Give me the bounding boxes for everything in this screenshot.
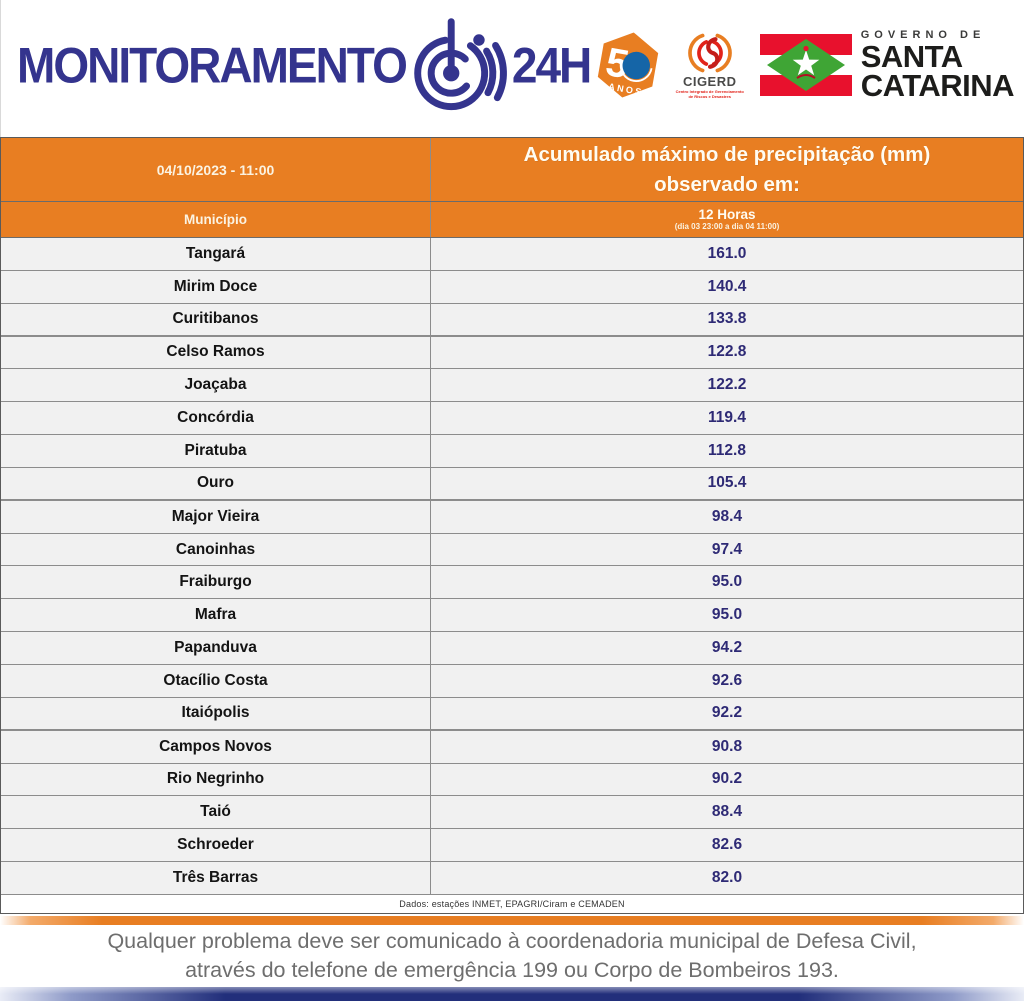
value-cell: 90.2 <box>711 770 743 788</box>
value-cell: 95.0 <box>711 573 743 591</box>
municipality-cell: Fraiburgo <box>1 566 431 599</box>
period-detail: (dia 03 23:00 a dia 04 11:00) <box>674 222 780 232</box>
municipality-cell: Mirim Doce <box>1 270 431 303</box>
municipality-cell: Tangará <box>1 238 431 270</box>
footer-line-2: através do telefone de emergência 199 ou… <box>185 957 839 982</box>
logo-strip: MONITORAMENTO 24H 5 <box>0 0 1024 137</box>
municipality-cell: Ouro <box>1 467 431 499</box>
table-row: Mirim Doce 140.4 <box>1 270 1023 304</box>
value-cell: 95.0 <box>711 606 743 624</box>
municipality-cell: Taió <box>1 796 431 829</box>
value-cell: 112.8 <box>708 441 746 459</box>
precipitation-table: 04/10/2023 - 11:00 Acumulado máximo de p… <box>0 137 1024 914</box>
table-row: Concórdia 119.4 <box>1 402 1023 436</box>
governo-de-label: GOVERNO DE <box>860 28 986 41</box>
brand-24h-label: 24H <box>511 36 592 93</box>
value-cell: 98.4 <box>711 507 743 525</box>
table-row: Piratuba 112.8 <box>1 435 1023 468</box>
municipality-cell: Major Vieira <box>1 500 431 533</box>
cigerd-waves-icon <box>687 33 732 73</box>
table-row: Taió 88.4 <box>1 796 1023 830</box>
table-row: Papanduva 94.2 <box>1 632 1023 665</box>
cigerd-tagline: Centro Integrado de Gerenciamento de Ris… <box>675 88 744 99</box>
table-row: Celso Ramos 122.8 <box>1 336 1023 370</box>
table-row: Três Barras 82.0 <box>1 862 1023 895</box>
value-cell: 88.4 <box>711 803 743 821</box>
value-cell: 82.0 <box>711 868 743 886</box>
report-datetime: 04/10/2023 - 11:00 <box>156 161 275 178</box>
divider-gap <box>0 913 1024 916</box>
footer-notice: Qualquer problema deve ser comunicado à … <box>0 924 1024 987</box>
catarina-label: CATARINA <box>860 67 1015 103</box>
table-header-top: 04/10/2023 - 11:00 Acumulado máximo de p… <box>1 138 1023 202</box>
value-cell: 105.4 <box>707 474 747 492</box>
cigerd-name: CIGERD <box>682 73 737 89</box>
value-cell: 82.6 <box>711 836 743 854</box>
municipality-cell: Rio Negrinho <box>1 763 431 796</box>
table-row: Canoinhas 97.4 <box>1 533 1023 567</box>
value-cell: 97.4 <box>711 540 743 558</box>
monitoramento-24h-brand: MONITORAMENTO 24H <box>17 13 592 117</box>
value-cell: 122.2 <box>707 376 747 394</box>
value-cell: 90.8 <box>711 737 743 755</box>
radar-clock-icon <box>414 17 507 110</box>
table-row: Mafra 95.0 <box>1 599 1023 633</box>
table-row: Campos Novos 90.8 <box>1 730 1023 764</box>
municipality-cell: Concórdia <box>1 402 431 435</box>
municipality-cell: Piratuba <box>1 435 431 467</box>
value-cell: 94.2 <box>711 639 743 657</box>
municipality-cell: Três Barras <box>1 862 431 894</box>
municipality-cell: Itaiópolis <box>1 697 431 729</box>
table-row: Joaçaba 122.2 <box>1 369 1023 403</box>
municipality-cell: Curitibanos <box>1 303 431 335</box>
defesa-civil-50-anos-icon: 5 ANOS <box>596 30 660 99</box>
table-header-columns: Município 12 Horas (dia 03 23:00 a dia 0… <box>1 202 1023 238</box>
santa-catarina-government-logo: GOVERNO DE SANTA CATARINA <box>759 28 1015 103</box>
municipality-cell: Otacílio Costa <box>1 664 431 697</box>
santa-catarina-flag-icon <box>759 33 852 96</box>
table-row: Major Vieira 98.4 <box>1 500 1023 534</box>
table-row: Itaiópolis 92.2 <box>1 697 1023 731</box>
table-row: Schroeder 82.6 <box>1 829 1023 863</box>
partner-logos: 5 ANOS CIGERD <box>596 25 1015 105</box>
table-body: Tangará 161.0 Mirim Doce 140.4 Curitiban… <box>1 238 1023 895</box>
table-row: Tangará 161.0 <box>1 238 1023 271</box>
value-cell: 92.2 <box>711 704 743 722</box>
municipality-cell: Joaçaba <box>1 369 431 402</box>
value-cell: 133.8 <box>707 310 747 328</box>
period-column-header: 12 Horas (dia 03 23:00 a dia 04 11:00) <box>431 202 1023 237</box>
data-source-note: Dados: estações INMET, EPAGRI/Ciram e CE… <box>1 894 1023 913</box>
government-wordmark: GOVERNO DE SANTA CATARINA <box>860 28 1015 103</box>
value-cell: 119.4 <box>708 409 746 427</box>
value-cell: 122.8 <box>707 343 747 361</box>
datetime-cell: 04/10/2023 - 11:00 <box>1 138 431 201</box>
table-row: Rio Negrinho 90.2 <box>1 763 1023 797</box>
municipality-cell: Campos Novos <box>1 730 431 763</box>
brand-title: MONITORAMENTO <box>17 36 408 93</box>
table-title-cell: Acumulado máximo de precipitação (mm) ob… <box>431 138 1023 201</box>
footer-line-1: Qualquer problema deve ser comunicado à … <box>107 928 917 953</box>
municipality-cell: Schroeder <box>1 829 431 862</box>
municipality-cell: Celso Ramos <box>1 336 431 369</box>
table-title: Acumulado máximo de precipitação (mm) ob… <box>523 142 931 196</box>
municipality-cell: Canoinhas <box>1 533 431 566</box>
period-label: 12 Horas <box>698 206 756 222</box>
orange-divider-bar <box>0 915 1024 925</box>
table-row: Otacílio Costa 92.6 <box>1 664 1023 698</box>
santa-label: SANTA <box>860 38 963 74</box>
table-row: Ouro 105.4 <box>1 467 1023 501</box>
municipality-column-header: Município <box>1 202 431 237</box>
blue-divider-bar <box>0 986 1024 1001</box>
table-row: Fraiburgo 95.0 <box>1 566 1023 600</box>
value-cell: 161.0 <box>707 244 747 262</box>
value-cell: 140.4 <box>707 277 747 295</box>
municipality-cell: Papanduva <box>1 632 431 664</box>
municipality-cell: Mafra <box>1 599 431 632</box>
value-cell: 92.6 <box>711 671 743 689</box>
cigerd-logo: CIGERD Centro Integrado de Gerenciamento… <box>674 30 746 99</box>
table-row: Curitibanos 133.8 <box>1 303 1023 337</box>
